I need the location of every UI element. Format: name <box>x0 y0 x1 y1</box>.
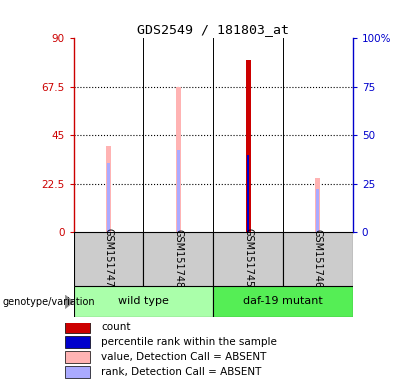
Text: wild type: wild type <box>118 296 169 306</box>
Bar <box>283 232 353 286</box>
Bar <box>176 87 181 232</box>
Bar <box>74 286 213 317</box>
Bar <box>246 60 250 232</box>
Bar <box>74 232 143 286</box>
Text: genotype/variation: genotype/variation <box>2 297 95 307</box>
Bar <box>317 189 319 232</box>
Text: rank, Detection Call = ABSENT: rank, Detection Call = ABSENT <box>101 367 261 377</box>
Bar <box>315 179 320 232</box>
Text: GSM151748: GSM151748 <box>173 228 183 288</box>
Title: GDS2549 / 181803_at: GDS2549 / 181803_at <box>137 23 289 36</box>
Bar <box>66 336 90 348</box>
Bar <box>107 163 110 232</box>
Bar <box>143 232 213 286</box>
Bar <box>247 155 249 232</box>
Polygon shape <box>65 295 74 309</box>
Bar <box>213 286 353 317</box>
Bar <box>106 146 111 232</box>
Text: daf-19 mutant: daf-19 mutant <box>243 296 323 306</box>
Text: value, Detection Call = ABSENT: value, Detection Call = ABSENT <box>101 352 266 362</box>
Bar <box>66 321 90 333</box>
Text: percentile rank within the sample: percentile rank within the sample <box>101 337 277 347</box>
Text: GSM151746: GSM151746 <box>313 228 323 288</box>
Text: GSM151745: GSM151745 <box>243 228 253 288</box>
Text: GSM151747: GSM151747 <box>103 228 113 288</box>
Text: count: count <box>101 322 131 332</box>
Bar <box>213 232 283 286</box>
Bar <box>66 351 90 363</box>
Bar <box>66 366 90 378</box>
Bar <box>177 151 180 232</box>
